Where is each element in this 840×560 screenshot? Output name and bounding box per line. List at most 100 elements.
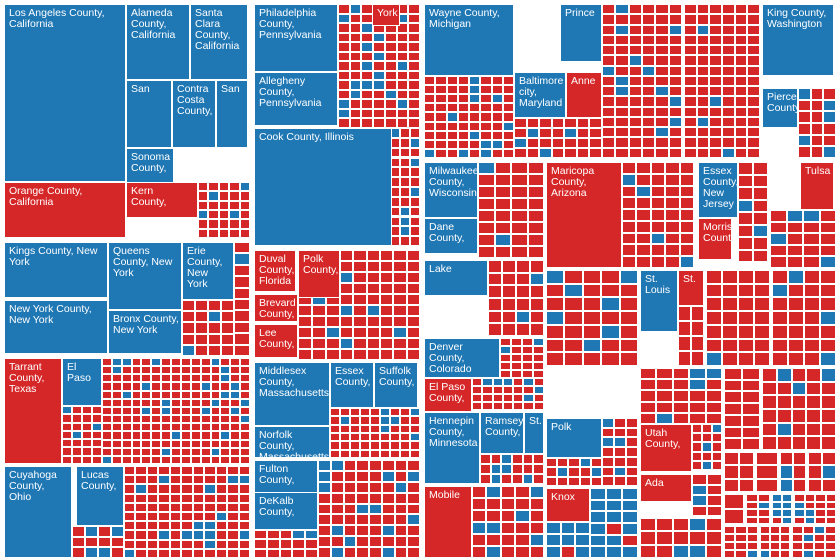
county-tile xyxy=(169,548,182,558)
county-tile xyxy=(722,270,738,284)
county-tile xyxy=(825,550,836,558)
county-tile xyxy=(742,438,760,450)
county-tile xyxy=(814,534,825,542)
county-tile xyxy=(380,441,390,450)
county-tile xyxy=(776,436,792,450)
county-tile xyxy=(568,476,580,486)
county-tile xyxy=(393,316,407,327)
county-tile-labeled: Milwaukee County, Wisconsin xyxy=(424,162,478,218)
county-tile xyxy=(709,45,722,56)
county-tile xyxy=(218,210,230,220)
county-tile xyxy=(356,514,369,526)
county-tile xyxy=(381,547,395,558)
county-tile-labeled: Lucas County, xyxy=(76,466,124,526)
county-tile xyxy=(615,137,629,148)
county-tile-labeled: Bronx County, New York xyxy=(108,310,182,354)
county-tile xyxy=(406,250,420,261)
county-tile xyxy=(192,521,205,531)
county-tile xyxy=(396,80,409,90)
county-tile xyxy=(724,542,736,550)
county-tile xyxy=(343,547,357,558)
county-tile xyxy=(668,45,682,56)
county-tile xyxy=(602,466,614,477)
county-tile xyxy=(530,310,544,324)
county-tile xyxy=(210,431,221,440)
county-tile xyxy=(622,185,637,198)
county-tile xyxy=(655,14,669,25)
county-tile xyxy=(502,285,516,298)
county-tile xyxy=(146,521,159,531)
county-tile xyxy=(642,106,656,117)
county-tile xyxy=(684,96,697,107)
county-tile xyxy=(200,455,211,464)
county-tile xyxy=(435,121,447,131)
county-tile xyxy=(668,137,682,148)
county-tile xyxy=(739,452,754,466)
county-tile xyxy=(722,137,735,148)
county-tile xyxy=(490,464,502,474)
county-tile xyxy=(340,272,354,283)
county-tile xyxy=(343,525,357,537)
county-tile xyxy=(180,390,191,399)
county-tile xyxy=(808,478,822,492)
county-tile xyxy=(198,228,209,238)
county-tile xyxy=(472,522,487,534)
county-label: Cuyahoga County, Ohio xyxy=(9,469,57,503)
county-tile xyxy=(696,106,710,117)
county-tile xyxy=(564,128,577,138)
county-tile xyxy=(724,368,742,380)
county-tile xyxy=(410,416,420,425)
county-tile xyxy=(204,484,216,494)
county-tile xyxy=(735,534,747,542)
county-tile xyxy=(822,465,836,479)
county-tile xyxy=(406,261,420,272)
county-tile xyxy=(131,439,142,448)
county-tile xyxy=(502,130,514,140)
county-tile xyxy=(410,408,420,417)
county-tile xyxy=(350,441,360,450)
county-tile xyxy=(380,338,394,349)
county-tile xyxy=(72,447,82,456)
county-tile xyxy=(227,475,239,485)
county-tile xyxy=(810,99,824,112)
county-tile xyxy=(742,403,760,415)
county-tile xyxy=(804,516,815,524)
county-tile xyxy=(806,422,822,437)
county-tile-labeled: Ramsey County, xyxy=(480,412,524,454)
county-label: Lee County, xyxy=(259,327,295,350)
county-tile xyxy=(338,80,350,90)
county-tile-labeled: DeKalb County, xyxy=(254,492,318,530)
county-tile xyxy=(406,272,420,283)
county-tile xyxy=(384,108,397,119)
county-label: Middlesex County, Massachusetts xyxy=(259,365,330,399)
county-tile xyxy=(564,297,583,312)
county-tile xyxy=(706,297,722,312)
county-tile xyxy=(82,447,92,456)
county-tile xyxy=(234,333,250,345)
county-tile xyxy=(705,390,722,402)
county-tile xyxy=(446,121,458,131)
county-label: Contra Costa County, xyxy=(177,83,213,117)
county-tile xyxy=(215,512,228,522)
county-tile xyxy=(151,455,162,464)
county-tile xyxy=(238,530,250,540)
county-tile xyxy=(318,525,331,537)
county-tile xyxy=(522,474,534,484)
county-tile xyxy=(640,368,657,380)
county-tile xyxy=(102,431,112,440)
county-tile-labeled: Denver County, Colorado xyxy=(424,338,500,378)
county-tile xyxy=(804,338,820,353)
county-tile xyxy=(606,546,622,558)
county-tile xyxy=(734,86,748,97)
county-tile xyxy=(722,96,735,107)
county-tile xyxy=(560,534,576,546)
county-tile xyxy=(622,244,637,257)
county-tile xyxy=(678,306,691,321)
county-tile xyxy=(655,137,669,148)
county-tile xyxy=(689,390,706,402)
county-tile xyxy=(722,86,735,97)
county-tile xyxy=(190,415,201,424)
county-tile xyxy=(672,544,690,558)
county-tile xyxy=(393,261,407,272)
county-tile xyxy=(424,76,436,86)
